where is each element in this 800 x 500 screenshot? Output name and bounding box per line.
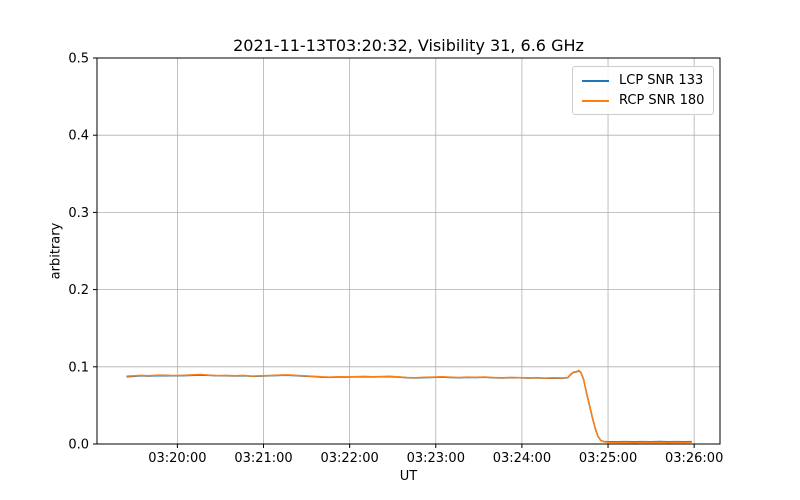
x-tick-label: 03:20:00 (148, 451, 206, 466)
legend-item-lcp: LCP SNR 133 (582, 73, 704, 88)
legend-label-lcp: LCP SNR 133 (619, 73, 704, 88)
lcp-line-sample-icon (582, 79, 609, 82)
y-axis-label: arbitrary (48, 222, 64, 280)
axes-frame (96, 57, 721, 445)
y-tick-label: 0.4 (68, 129, 89, 144)
y-tick-label: 0.0 (68, 438, 89, 453)
chart-title: 2021-11-13T03:20:32, Visibility 31, 6.6 … (233, 36, 584, 55)
y-tick-label: 0.2 (68, 283, 89, 298)
x-tick-label: 03:23:00 (407, 451, 465, 466)
rcp-line-sample-icon (582, 99, 609, 102)
y-tick-label: 0.1 (68, 360, 89, 375)
x-tick-label: 03:21:00 (234, 451, 292, 466)
series-line-rcp (126, 369, 693, 444)
x-tick-label: 03:22:00 (320, 451, 378, 466)
series-line-lcp (126, 369, 693, 443)
x-tick-label: 03:26:00 (665, 451, 723, 466)
x-tick-label: 03:24:00 (493, 451, 551, 466)
legend-label-rcp: RCP SNR 180 (619, 93, 705, 108)
x-axis-label: UT (399, 469, 418, 484)
x-tick-label: 03:25:00 (579, 451, 637, 466)
legend-item-rcp: RCP SNR 180 (582, 93, 704, 108)
legend: LCP SNR 133 RCP SNR 180 (572, 66, 715, 115)
y-tick-label: 0.3 (68, 206, 89, 221)
y-tick-label: 0.5 (68, 52, 89, 67)
